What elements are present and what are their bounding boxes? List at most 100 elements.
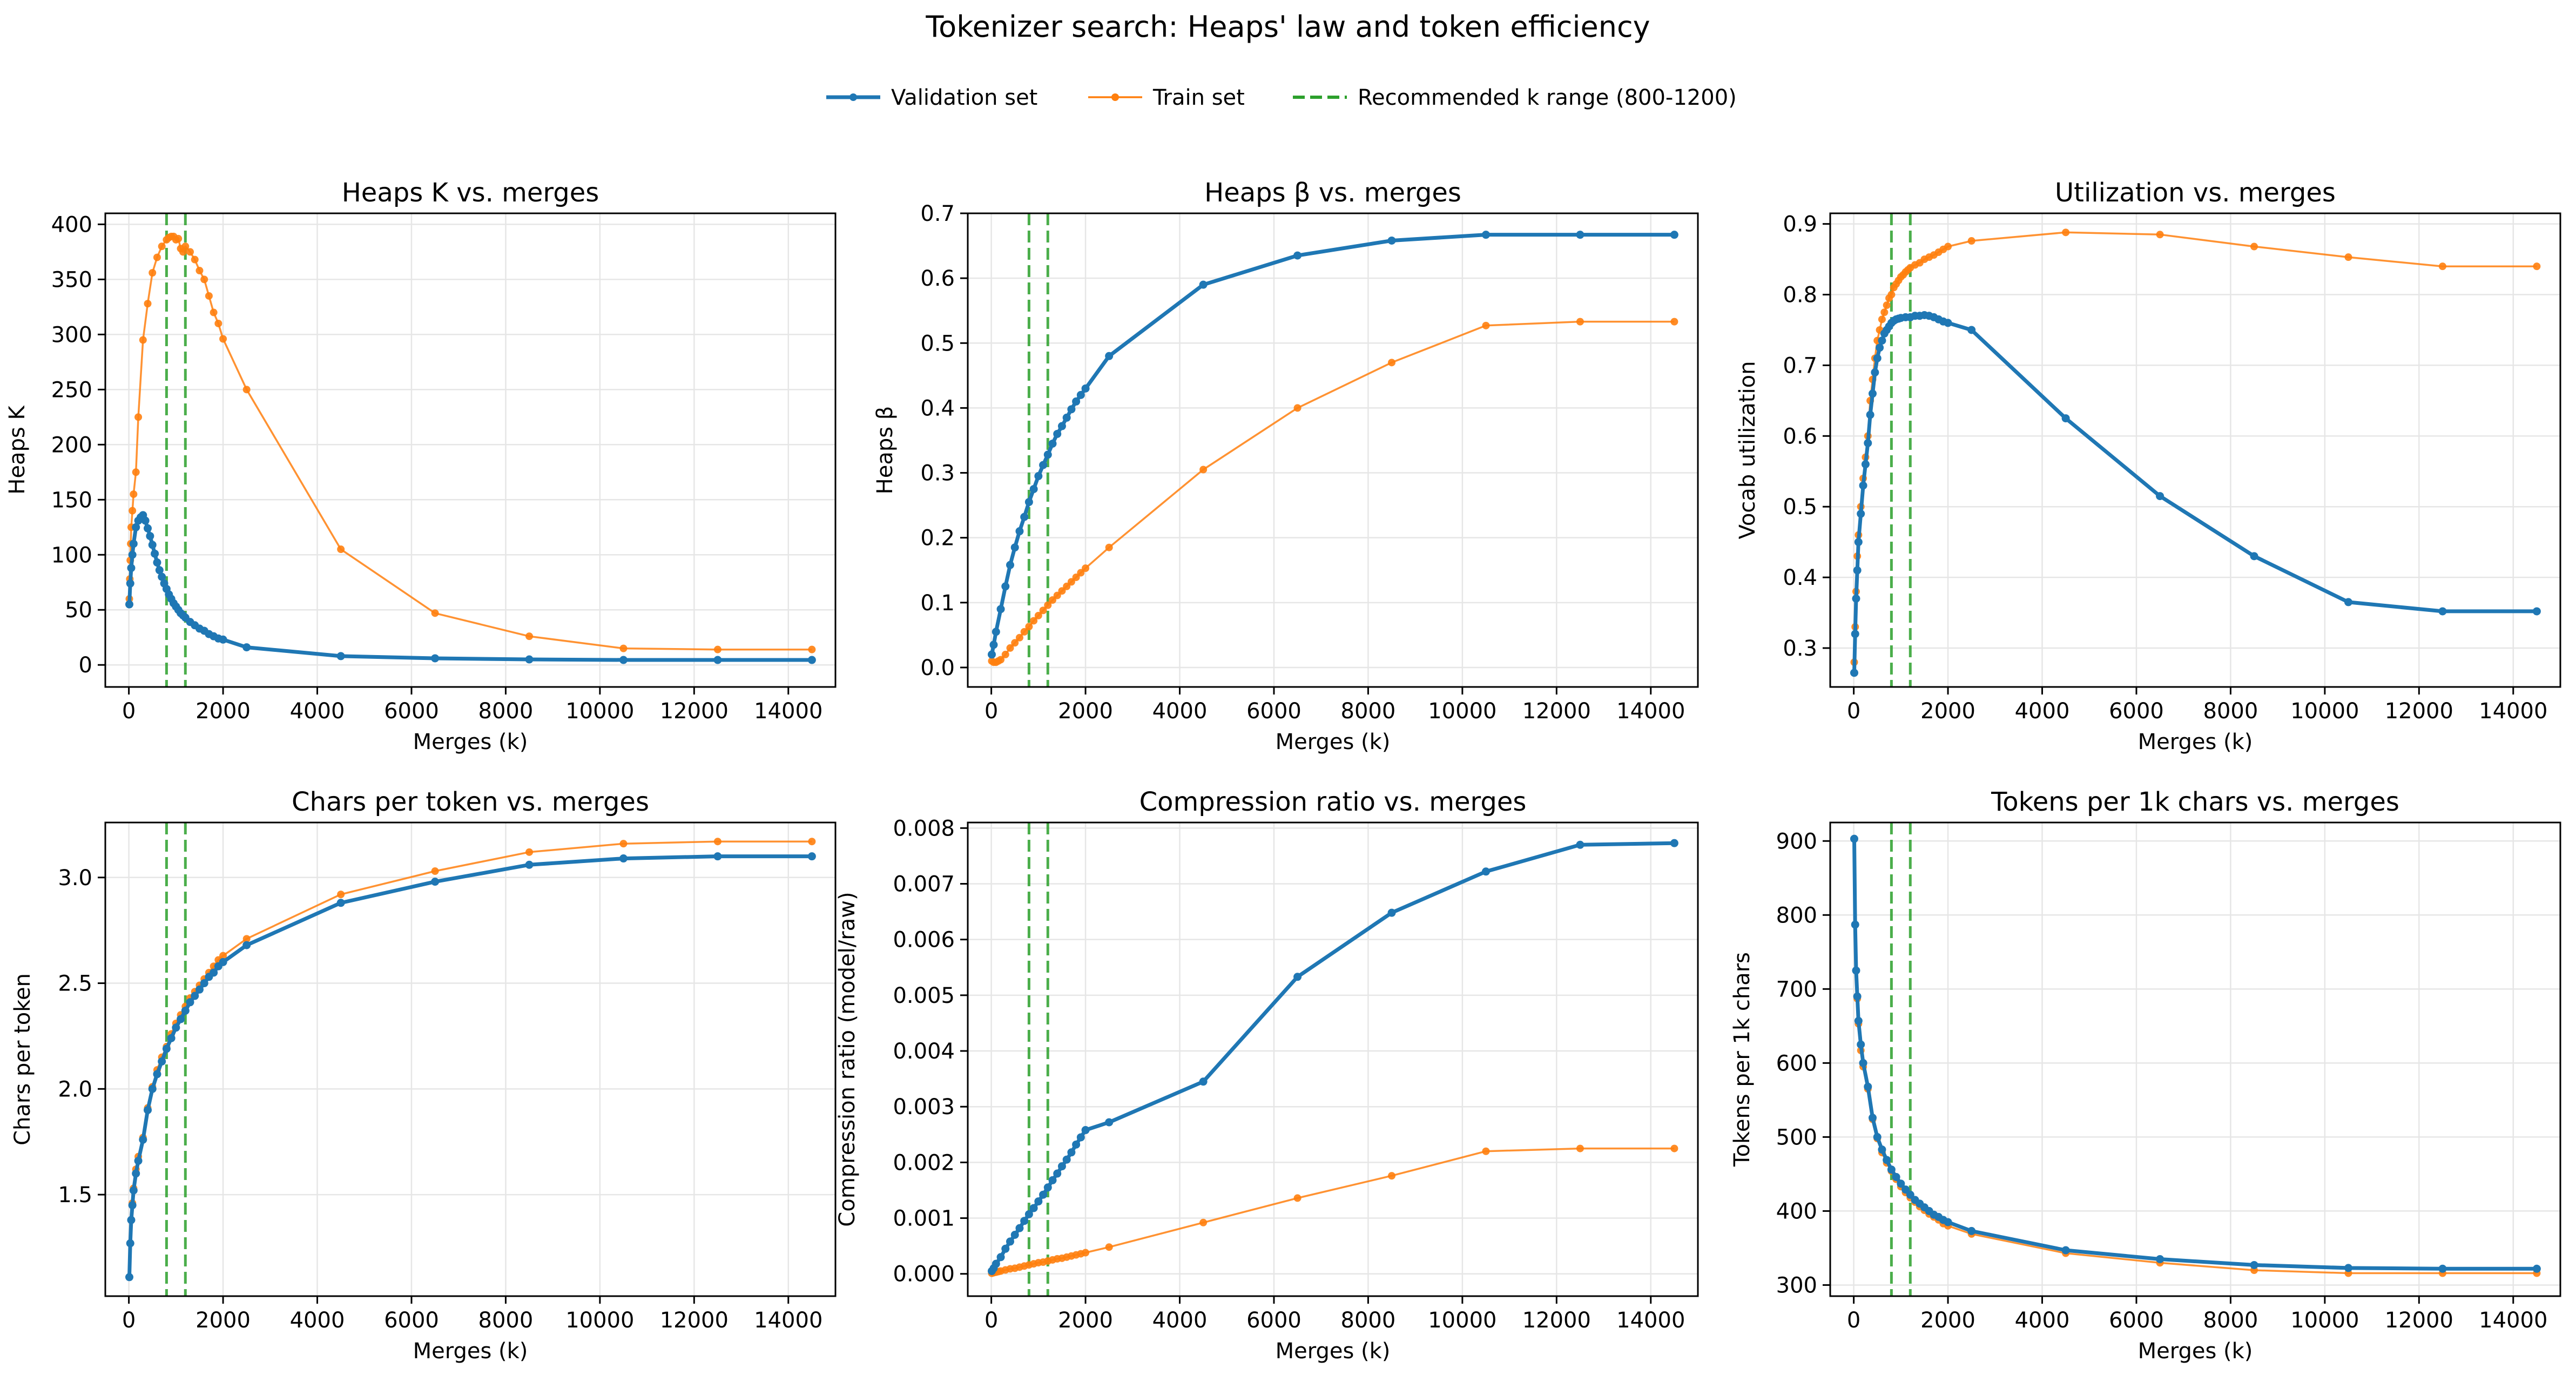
x-tick-label: 6000 — [1246, 1308, 1302, 1333]
data-point-validation — [1020, 1217, 1029, 1225]
y-tick-label: 50 — [65, 598, 92, 623]
data-point-validation — [1869, 1114, 1877, 1122]
data-point-validation — [1199, 1077, 1208, 1086]
x-tick-label: 10000 — [2290, 699, 2359, 724]
data-point-train — [1576, 1144, 1584, 1152]
x-tick-label: 8000 — [1341, 699, 1396, 724]
legend-item: Validation set — [826, 85, 1037, 110]
data-point-train — [1388, 1172, 1396, 1180]
data-point-validation — [987, 650, 996, 659]
data-point-validation — [134, 1156, 143, 1165]
data-point-validation — [431, 654, 440, 663]
data-point-validation — [1076, 1133, 1085, 1142]
data-point-validation — [1866, 410, 1874, 419]
data-point-train — [713, 645, 721, 653]
data-point-train — [1105, 1243, 1113, 1251]
data-point-train — [1482, 321, 1490, 329]
data-point-train — [1878, 315, 1886, 323]
subplot-title: Utilization vs. merges — [2055, 178, 2336, 208]
data-point-train — [158, 242, 166, 251]
y-tick-label: 300 — [1776, 1273, 1817, 1298]
data-point-validation — [336, 652, 345, 660]
data-point-train — [132, 468, 140, 476]
data-point-validation — [1024, 1210, 1033, 1218]
x-tick-label: 8000 — [478, 1308, 534, 1333]
data-point-validation — [1944, 319, 1952, 327]
data-point-validation — [713, 852, 722, 861]
data-point-train — [619, 644, 628, 652]
data-point-validation — [1001, 582, 1010, 591]
y-tick-label: 150 — [51, 488, 92, 513]
data-point-train — [713, 838, 721, 846]
data-point-train — [214, 319, 222, 327]
data-point-validation — [2156, 492, 2164, 501]
legend-swatch-marker — [1111, 93, 1119, 101]
data-point-train — [997, 656, 1005, 664]
data-point-train — [2344, 253, 2352, 261]
y-tick-label: 1.5 — [58, 1183, 92, 1208]
data-point-validation — [1067, 1148, 1076, 1157]
data-point-train — [1082, 1249, 1090, 1257]
y-tick-label: 0.1 — [920, 591, 955, 616]
data-point-validation — [141, 516, 150, 525]
data-point-validation — [210, 968, 218, 977]
x-tick-label: 6000 — [384, 699, 439, 724]
legend-item: Recommended k range (800-1200) — [1293, 85, 1737, 110]
data-point-train — [174, 234, 183, 242]
data-point-validation — [1034, 1197, 1043, 1206]
data-point-validation — [807, 852, 816, 861]
data-point-validation — [129, 1186, 138, 1195]
y-tick-label: 2.5 — [58, 972, 92, 996]
data-point-validation — [181, 1006, 190, 1015]
y-tick-label: 0.2 — [920, 526, 955, 551]
data-point-validation — [1944, 1218, 1952, 1226]
x-tick-label: 10000 — [1428, 1308, 1496, 1333]
data-point-validation — [1906, 1190, 1914, 1199]
x-axis-label: Merges (k) — [1276, 1339, 1391, 1364]
data-point-validation — [1010, 543, 1019, 552]
y-tick-label: 0.0 — [920, 656, 955, 680]
data-point-validation — [158, 1057, 166, 1066]
data-point-validation — [1864, 439, 1872, 447]
y-axis-label: Tokens per 1k chars — [1730, 952, 1755, 1167]
data-point-validation — [126, 1239, 134, 1248]
data-point-train — [1082, 564, 1090, 572]
y-tick-label: 350 — [51, 267, 92, 292]
x-tick-label: 10000 — [565, 699, 634, 724]
axes-frame — [967, 212, 1699, 688]
data-point-validation — [148, 541, 157, 549]
axes-frame — [104, 212, 837, 688]
y-tick-label: 0.7 — [1783, 353, 1817, 378]
x-tick-label: 12000 — [2385, 699, 2453, 724]
x-tick-label: 12000 — [2385, 1308, 2453, 1333]
y-tick-label: 0.008 — [893, 816, 955, 841]
data-point-validation — [1293, 973, 1302, 981]
x-tick-label: 2000 — [1058, 699, 1113, 724]
data-point-validation — [219, 635, 227, 644]
x-tick-label: 6000 — [2109, 699, 2164, 724]
data-point-validation — [1883, 1156, 1891, 1164]
subplot-1: 0 2000 4000 6000 8000 10000 12000 14000 0 50 100 15… — [5, 178, 837, 754]
data-point-train — [1967, 237, 1975, 245]
data-point-train — [210, 308, 218, 316]
data-point-validation — [996, 605, 1005, 614]
data-point-validation — [1850, 669, 1858, 677]
y-tick-label: 0.5 — [1783, 495, 1817, 520]
data-point-train — [619, 840, 628, 848]
data-point-validation — [1481, 867, 1490, 876]
data-point-train — [149, 269, 157, 277]
data-point-validation — [1876, 343, 1884, 352]
data-point-validation — [1072, 1140, 1081, 1149]
data-point-validation — [1871, 368, 1879, 377]
data-point-validation — [1878, 1145, 1886, 1154]
data-point-train — [1025, 623, 1033, 631]
data-point-train — [139, 336, 147, 344]
data-point-validation — [1015, 527, 1024, 536]
data-point-train — [1883, 301, 1891, 309]
data-point-train — [1670, 318, 1678, 326]
data-point-validation — [1887, 1165, 1896, 1174]
legend: Validation set Train set Recommended k ran… — [826, 85, 1737, 110]
y-tick-label: 300 — [51, 322, 92, 347]
x-tick-label: 2000 — [195, 699, 251, 724]
subplot-5: 0 2000 4000 6000 8000 10000 12000 14000 0.000 0.0… — [835, 787, 1699, 1364]
